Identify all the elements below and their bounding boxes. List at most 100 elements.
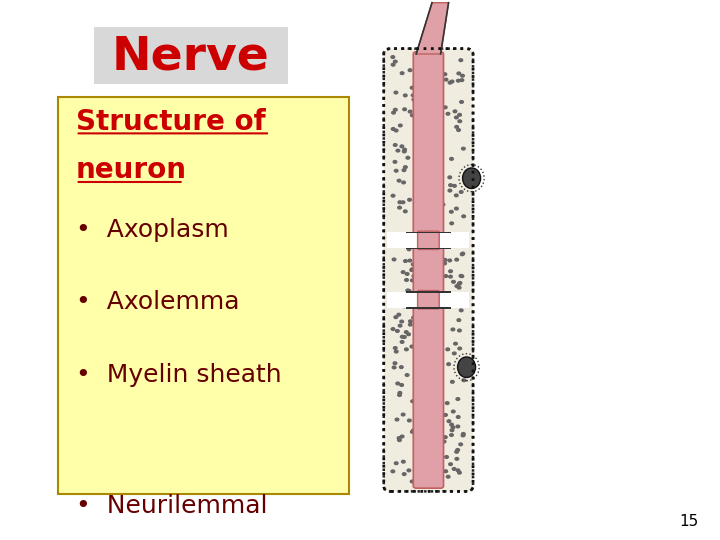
Circle shape [443,73,446,76]
Circle shape [452,352,456,355]
Circle shape [451,410,455,413]
Circle shape [459,191,463,193]
Circle shape [397,179,401,182]
Circle shape [455,450,459,453]
Circle shape [458,281,462,284]
Circle shape [455,457,459,460]
Circle shape [459,274,463,277]
Circle shape [400,341,404,343]
Circle shape [391,63,395,66]
Circle shape [449,211,453,213]
Circle shape [402,472,406,475]
Circle shape [400,72,404,75]
Text: Nerve: Nerve [112,34,270,79]
Ellipse shape [463,168,481,188]
Circle shape [400,383,403,386]
Circle shape [391,470,395,472]
Circle shape [458,120,462,123]
Circle shape [444,275,448,278]
Circle shape [408,198,411,201]
Circle shape [453,185,456,187]
Circle shape [405,273,409,275]
Circle shape [459,443,462,445]
Circle shape [411,94,415,97]
Circle shape [400,435,404,438]
Circle shape [412,429,415,431]
Circle shape [408,320,412,322]
Circle shape [454,194,458,197]
Circle shape [447,363,451,366]
Circle shape [411,263,415,266]
Circle shape [398,325,402,327]
Bar [406,307,451,309]
Circle shape [456,425,459,428]
Circle shape [397,394,401,396]
Circle shape [455,285,459,287]
Circle shape [441,203,445,206]
Text: •  Neurilemmal: • Neurilemmal [76,495,267,518]
Circle shape [452,468,456,470]
Circle shape [410,279,414,282]
Bar [387,292,469,308]
FancyBboxPatch shape [418,231,439,249]
Circle shape [393,347,397,349]
Circle shape [410,114,414,117]
Circle shape [392,111,395,114]
Circle shape [455,258,459,261]
Circle shape [400,335,404,338]
Circle shape [450,434,454,436]
Text: Structure of: Structure of [76,107,266,136]
Circle shape [461,252,464,255]
Circle shape [450,234,454,237]
Circle shape [460,275,464,278]
Circle shape [457,282,461,285]
Circle shape [391,56,395,58]
Circle shape [394,91,397,94]
Text: •  Myelin sheath: • Myelin sheath [76,363,282,387]
Circle shape [458,113,462,116]
Circle shape [408,69,412,71]
Circle shape [460,100,464,103]
Circle shape [406,157,410,159]
Circle shape [406,289,410,292]
Circle shape [401,201,405,204]
Circle shape [456,296,460,299]
Circle shape [410,480,414,483]
Circle shape [444,436,447,438]
FancyBboxPatch shape [418,291,439,309]
Circle shape [397,437,401,440]
Circle shape [447,420,451,422]
Circle shape [410,233,414,235]
Circle shape [408,323,412,326]
Circle shape [459,309,463,312]
Bar [406,248,451,249]
Circle shape [408,419,411,422]
Circle shape [407,237,410,239]
Polygon shape [416,3,449,54]
Circle shape [451,328,455,331]
Circle shape [454,342,457,345]
Circle shape [456,449,459,451]
Bar [58,97,349,494]
Circle shape [458,347,462,350]
Circle shape [460,373,464,375]
Circle shape [444,106,447,109]
Circle shape [458,471,462,474]
Circle shape [404,260,408,262]
Circle shape [392,258,396,261]
Circle shape [444,78,448,81]
Circle shape [457,286,461,289]
Circle shape [443,262,446,265]
Circle shape [402,305,406,308]
Circle shape [395,296,399,299]
Circle shape [411,400,415,403]
Circle shape [444,259,447,261]
Circle shape [449,184,452,186]
Circle shape [442,440,446,443]
Circle shape [450,80,454,83]
Circle shape [446,475,450,478]
Circle shape [461,75,464,77]
Circle shape [456,79,460,82]
Circle shape [446,402,449,404]
Circle shape [400,366,403,368]
